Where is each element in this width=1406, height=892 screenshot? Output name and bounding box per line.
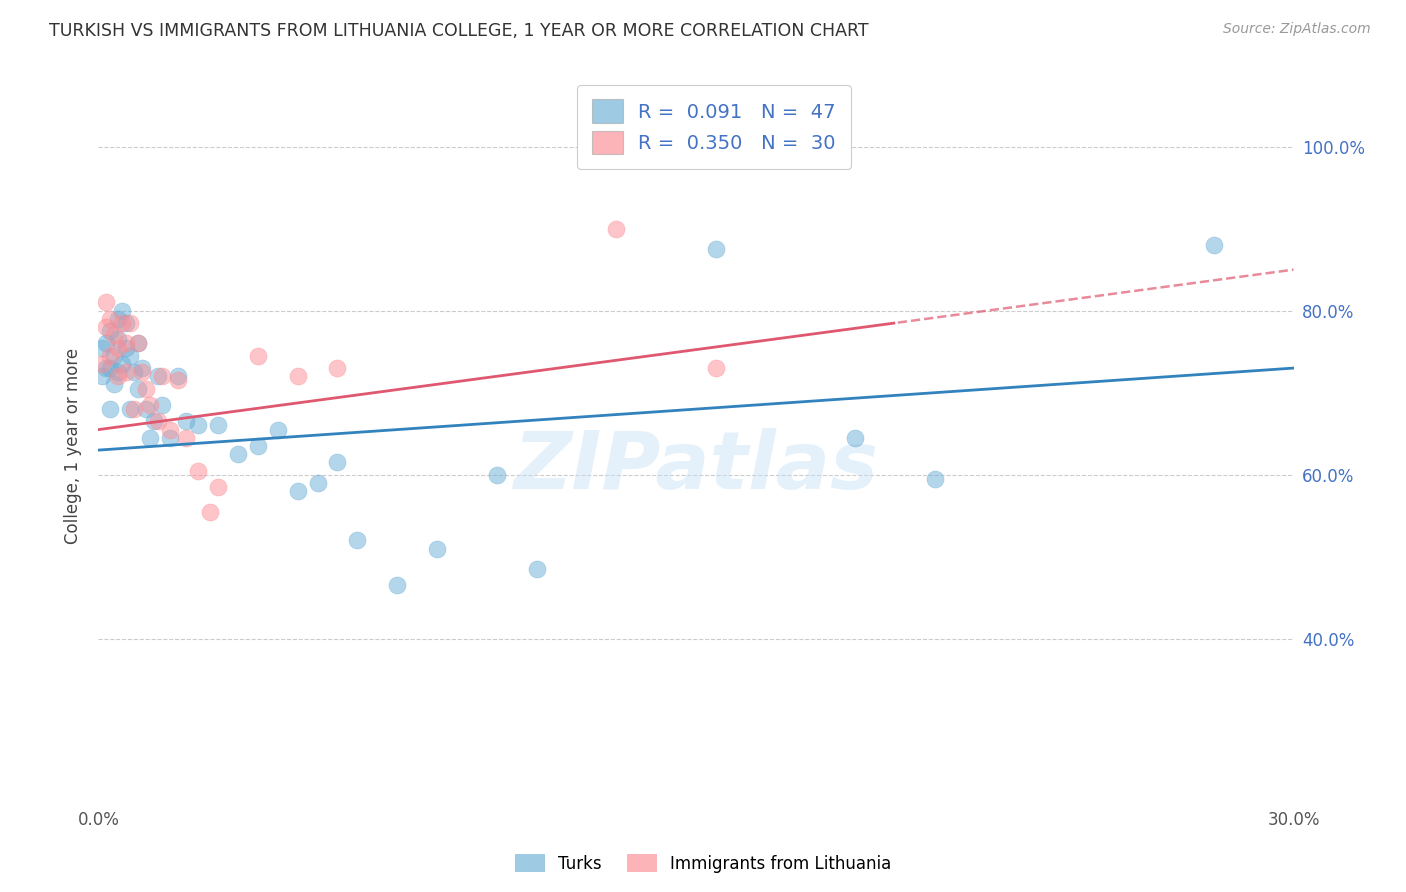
Point [1202,238,1225,252]
Point [187,418,209,433]
Point [159,423,181,437]
Point [107,369,129,384]
Point [91,341,114,355]
Point [385,578,409,592]
Point [167,373,190,387]
Point [287,369,309,384]
Point [346,533,368,548]
Point [326,361,349,376]
Point [120,316,142,330]
Point [107,311,129,326]
Point [143,414,166,428]
Point [91,369,114,384]
Point [326,455,349,469]
Point [159,431,181,445]
Point [924,472,946,486]
Point [120,349,142,363]
Point [267,423,290,437]
Point [426,541,449,556]
Point [287,484,309,499]
Text: Source: ZipAtlas.com: Source: ZipAtlas.com [1223,22,1371,37]
Point [844,431,866,445]
Point [526,562,548,576]
Point [100,361,122,376]
Point [131,365,153,379]
Point [107,365,129,379]
Legend: R =  0.091   N =  47, R =  0.350   N =  30: R = 0.091 N = 47, R = 0.350 N = 30 [578,85,851,169]
Point [307,475,329,490]
Point [148,369,170,384]
Point [115,341,138,355]
Point [111,316,134,330]
Text: ZIPatlas: ZIPatlas [513,428,879,507]
Point [96,320,118,334]
Point [198,505,221,519]
Point [127,336,149,351]
Point [207,418,229,433]
Point [103,328,125,343]
Point [96,336,118,351]
Point [187,464,209,478]
Point [115,365,138,379]
Point [148,414,170,428]
Point [207,480,229,494]
Point [127,382,149,396]
Y-axis label: College, 1 year or more: College, 1 year or more [65,348,83,544]
Point [704,242,727,256]
Point [124,402,146,417]
Point [96,361,118,376]
Point [91,357,114,371]
Point [150,369,173,384]
Point [246,349,269,363]
Point [135,402,157,417]
Point [704,361,727,376]
Point [120,402,142,417]
Point [139,398,162,412]
Point [100,324,122,338]
Point [485,467,508,482]
Point [111,357,134,371]
Point [167,369,190,384]
Point [115,336,138,351]
Point [96,295,118,310]
Point [139,431,162,445]
Point [100,311,122,326]
Point [107,341,129,355]
Point [131,361,153,376]
Text: TURKISH VS IMMIGRANTS FROM LITHUANIA COLLEGE, 1 YEAR OR MORE CORRELATION CHART: TURKISH VS IMMIGRANTS FROM LITHUANIA COL… [49,22,869,40]
Point [100,402,122,417]
Point [226,447,249,461]
Point [127,336,149,351]
Point [605,221,627,235]
Legend: Turks, Immigrants from Lithuania: Turks, Immigrants from Lithuania [508,847,898,880]
Point [103,349,125,363]
Point [100,349,122,363]
Point [135,382,157,396]
Point [111,303,134,318]
Point [150,398,173,412]
Point [174,414,197,428]
Point [107,332,129,346]
Point [103,377,125,392]
Point [174,431,197,445]
Point [124,365,146,379]
Point [246,439,269,453]
Point [115,316,138,330]
